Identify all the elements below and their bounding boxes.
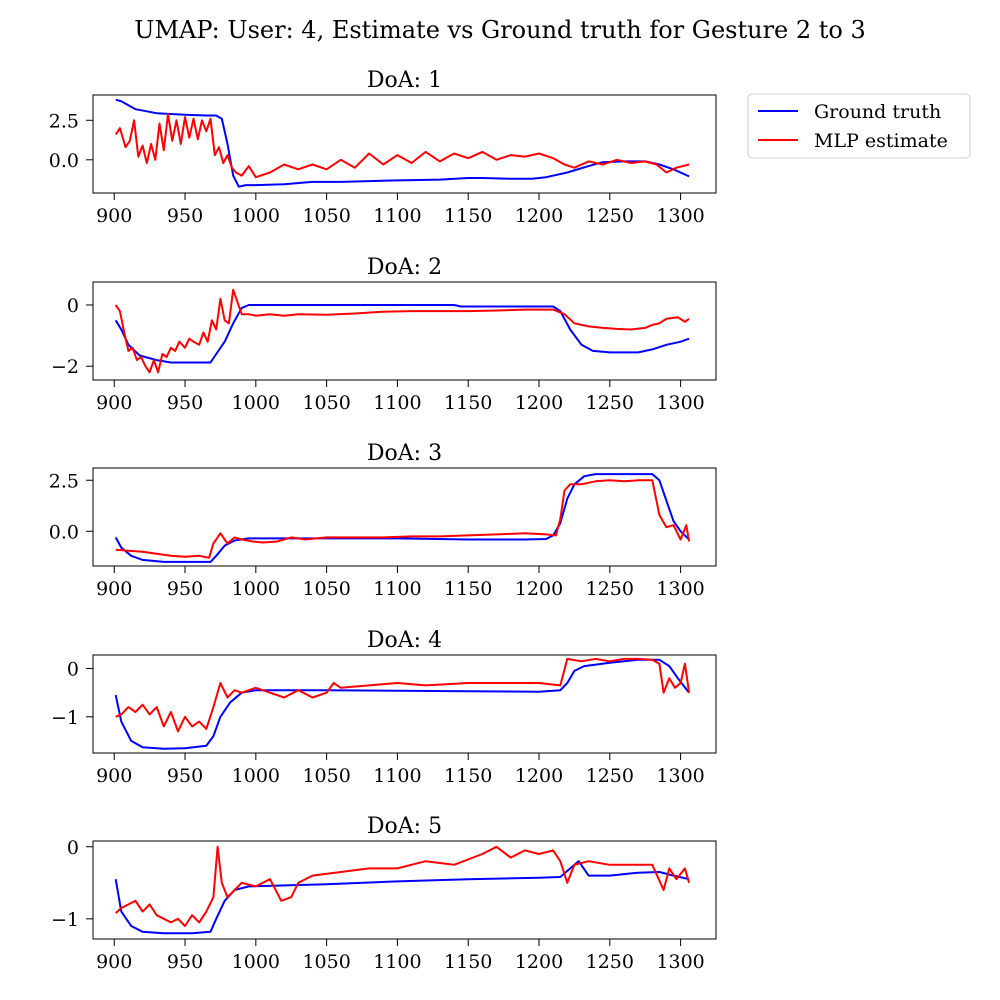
x-tick-label: 1000 [232, 765, 280, 787]
x-tick-label: 1200 [515, 392, 563, 414]
x-tick-label: 1300 [656, 205, 704, 227]
series-line-mlp-estimate [114, 288, 690, 374]
series-line-mlp-estimate [115, 657, 691, 733]
axes-frame [92, 840, 717, 940]
axes-frame [92, 467, 717, 567]
series-line-mlp-estimate [114, 113, 690, 179]
x-tick-label: 950 [167, 392, 203, 414]
x-tick-label: 1000 [232, 578, 280, 600]
x-tick-label: 1100 [373, 205, 421, 227]
x-tick-label: 1250 [586, 765, 634, 787]
x-tick-label: 1050 [302, 392, 350, 414]
x-tick-label: 1050 [302, 578, 350, 600]
x-tick-label: 1150 [444, 578, 492, 600]
subplot-doa-5: DoA: 5 900 950 1000 1050 1100 1150 1200 1250 1300… [51, 814, 717, 973]
subplot-title: DoA: 3 [367, 441, 442, 466]
x-tick-label: 1300 [656, 578, 704, 600]
legend-label-mlp-estimate: MLP estimate [814, 130, 948, 152]
series-line-ground-truth [114, 860, 690, 935]
y-tick-label: −2 [51, 356, 79, 378]
series-line-ground-truth [115, 98, 690, 188]
y-tick-label: −1 [51, 909, 79, 931]
x-tick-label: 1000 [232, 392, 280, 414]
x-tick-label: 1150 [444, 392, 492, 414]
x-tick-label: 1300 [656, 951, 704, 973]
x-tick-label: 900 [96, 578, 132, 600]
y-tick-label: 0.0 [49, 521, 79, 543]
x-tick-label: 1200 [515, 765, 563, 787]
y-tick-label: 0 [67, 837, 79, 859]
x-tick-label: 1000 [232, 951, 280, 973]
series-line-ground-truth [114, 658, 690, 750]
x-tick-label: 1100 [373, 765, 421, 787]
x-tick-label: 1200 [515, 205, 563, 227]
subplot-title: DoA: 4 [367, 628, 442, 653]
axes-frame [92, 654, 717, 754]
x-tick-label: 900 [96, 205, 132, 227]
x-tick-label: 1050 [302, 951, 350, 973]
subplot-doa-3: DoA: 3 900 950 1000 1050 1100 1150 1200 1250 1300… [49, 441, 717, 600]
subplot-doa-1: DoA: 1 900 950 1000 1050 1100 1150 1200 1250 1300… [49, 68, 717, 227]
x-tick-label: 1150 [444, 951, 492, 973]
x-tick-label: 900 [96, 951, 132, 973]
x-tick-label: 950 [167, 578, 203, 600]
series-line-mlp-estimate [115, 845, 691, 927]
subplot-title: DoA: 5 [367, 814, 442, 839]
x-tick-label: 950 [167, 205, 203, 227]
subplot-doa-4: DoA: 4 900 950 1000 1050 1100 1150 1200 1250 1300… [51, 628, 717, 787]
x-tick-label: 1100 [373, 578, 421, 600]
x-tick-label: 1300 [656, 765, 704, 787]
x-tick-label: 1250 [586, 578, 634, 600]
x-tick-label: 1050 [302, 765, 350, 787]
x-tick-label: 900 [96, 392, 132, 414]
y-tick-label: 0.0 [49, 150, 79, 172]
series-line-ground-truth [114, 473, 690, 563]
subplot-title: DoA: 2 [367, 255, 442, 280]
subplot-doa-2: DoA: 2 900 950 1000 1050 1100 1150 1200 1250 1300… [51, 255, 717, 414]
subplot-title: DoA: 1 [367, 68, 442, 93]
x-tick-label: 1050 [302, 205, 350, 227]
x-tick-label: 1150 [444, 205, 492, 227]
y-tick-label: 2.5 [49, 110, 79, 132]
x-tick-label: 1300 [656, 392, 704, 414]
x-tick-label: 1150 [444, 765, 492, 787]
figure-title: UMAP: User: 4, Estimate vs Ground truth … [134, 16, 866, 44]
subplots: DoA: 1 900 950 1000 1050 1100 1150 1200 1250 1300… [49, 68, 717, 973]
x-tick-label: 1250 [586, 205, 634, 227]
x-tick-label: 1100 [373, 392, 421, 414]
legend: Ground truth MLP estimate [747, 93, 971, 159]
y-tick-label: 2.5 [49, 470, 79, 492]
axes-frame [92, 281, 717, 381]
x-tick-label: 1250 [586, 392, 634, 414]
series-line-mlp-estimate [115, 479, 691, 559]
x-tick-label: 950 [167, 951, 203, 973]
y-tick-label: 0 [67, 295, 79, 317]
y-tick-label: −1 [51, 707, 79, 729]
x-tick-label: 1200 [515, 578, 563, 600]
x-tick-label: 1000 [232, 205, 280, 227]
y-tick-label: 0 [67, 659, 79, 681]
x-tick-label: 1250 [586, 951, 634, 973]
legend-frame [747, 93, 971, 159]
x-tick-label: 1200 [515, 951, 563, 973]
x-tick-label: 1100 [373, 951, 421, 973]
axes-frame [92, 94, 717, 194]
legend-label-ground-truth: Ground truth [814, 101, 941, 123]
series-line-ground-truth [114, 304, 690, 364]
x-tick-label: 900 [96, 765, 132, 787]
x-tick-label: 950 [167, 765, 203, 787]
